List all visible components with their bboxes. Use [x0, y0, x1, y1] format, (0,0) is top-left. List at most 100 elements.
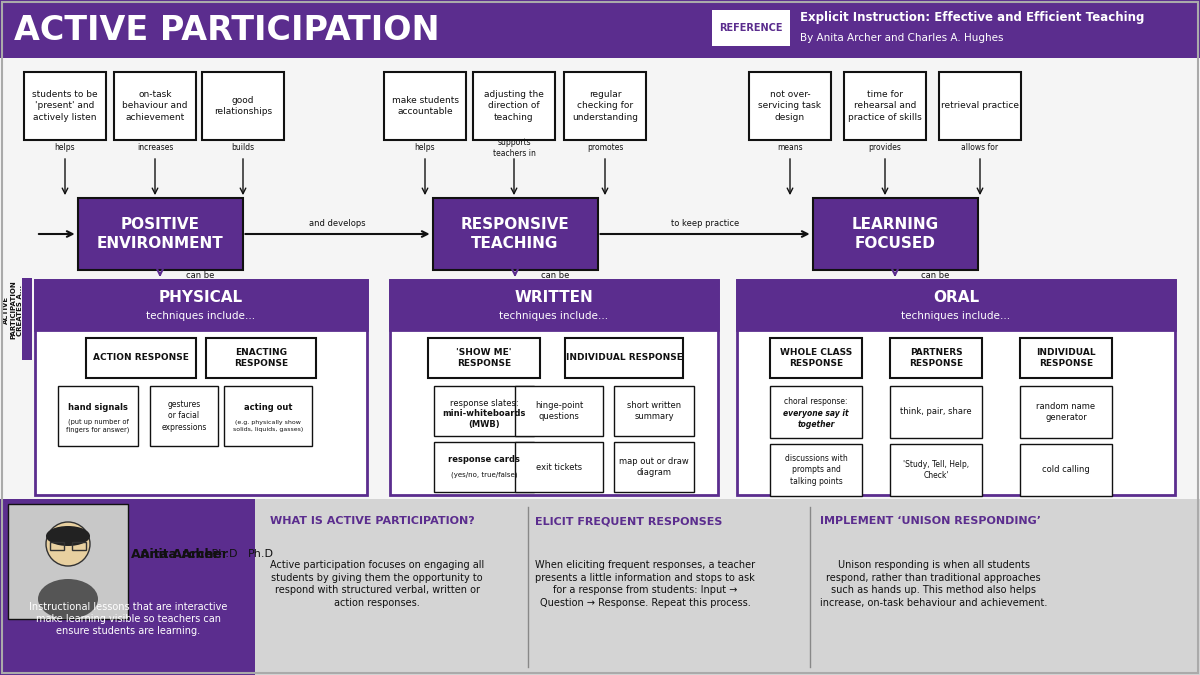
Text: means: means — [778, 144, 803, 153]
Text: By Anita Archer and Charles A. Hughes: By Anita Archer and Charles A. Hughes — [800, 33, 1003, 43]
Bar — [72, 542, 86, 550]
Text: time for
rehearsal and
practice of skills: time for rehearsal and practice of skill… — [848, 90, 922, 122]
Circle shape — [46, 522, 90, 566]
Text: students to be
'present' and
actively listen: students to be 'present' and actively li… — [32, 90, 98, 122]
Bar — [565, 338, 683, 378]
Bar — [614, 442, 694, 492]
Bar — [749, 72, 830, 140]
Bar — [890, 386, 982, 438]
Bar — [0, 0, 1200, 58]
Text: INDIVIDUAL RESPONSE: INDIVIDUAL RESPONSE — [565, 354, 683, 362]
Text: techniques include…: techniques include… — [499, 311, 608, 321]
Bar — [890, 444, 982, 496]
Bar — [22, 278, 32, 360]
Text: everyone say it
together: everyone say it together — [784, 409, 848, 429]
Bar — [770, 386, 862, 438]
Bar — [1020, 338, 1112, 378]
Bar — [35, 280, 367, 330]
Ellipse shape — [46, 526, 90, 546]
Bar — [432, 198, 598, 270]
Bar — [428, 338, 540, 378]
Bar — [515, 386, 604, 436]
Bar — [206, 338, 316, 378]
Text: ORAL: ORAL — [932, 290, 979, 306]
Text: WRITTEN: WRITTEN — [515, 290, 593, 306]
Text: on-task
behaviour and
achievement: on-task behaviour and achievement — [122, 90, 187, 122]
Text: WHAT IS ACTIVE PARTICIPATION?: WHAT IS ACTIVE PARTICIPATION? — [270, 516, 475, 526]
Text: PHYSICAL: PHYSICAL — [158, 290, 244, 306]
Text: supports
teachers in: supports teachers in — [492, 138, 535, 158]
Text: acting out: acting out — [244, 404, 293, 412]
Text: regular
checking for
understanding: regular checking for understanding — [572, 90, 638, 122]
Text: not over-
servicing task
design: not over- servicing task design — [758, 90, 822, 122]
Bar — [812, 198, 978, 270]
Bar — [86, 338, 196, 378]
Text: helps: helps — [415, 144, 436, 153]
Text: think, pair, share: think, pair, share — [900, 408, 972, 416]
Text: PARTNERS
RESPONSE: PARTNERS RESPONSE — [908, 348, 964, 368]
Text: INDIVIDUAL
RESPONSE: INDIVIDUAL RESPONSE — [1036, 348, 1096, 368]
Text: ENACTING
RESPONSE: ENACTING RESPONSE — [234, 348, 288, 368]
Text: random name
generator: random name generator — [1037, 402, 1096, 422]
Text: adjusting the
direction of
teaching: adjusting the direction of teaching — [484, 90, 544, 122]
Text: Unison responding is when all students
respond, rather than traditional approach: Unison responding is when all students r… — [820, 560, 1048, 608]
Bar — [114, 72, 196, 140]
Text: to keep practice: to keep practice — [671, 219, 739, 229]
Text: hand signals: hand signals — [68, 404, 128, 412]
Ellipse shape — [38, 579, 98, 619]
Text: mini-whiteboards
(MWB): mini-whiteboards (MWB) — [443, 409, 526, 429]
Text: exit tickets: exit tickets — [536, 462, 582, 472]
Bar — [224, 386, 312, 446]
Bar — [390, 280, 718, 330]
Bar — [770, 338, 862, 378]
Bar — [737, 280, 1175, 330]
Bar — [614, 386, 694, 436]
Text: 'SHOW ME'
RESPONSE: 'SHOW ME' RESPONSE — [456, 348, 511, 368]
Text: Ph.D: Ph.D — [248, 549, 274, 559]
Text: Ph.D: Ph.D — [208, 549, 238, 559]
Bar — [890, 338, 982, 378]
Bar — [202, 72, 284, 140]
Text: and develops: and develops — [310, 219, 366, 229]
Bar — [390, 280, 718, 495]
Text: ELICIT FREQUENT RESPONSES: ELICIT FREQUENT RESPONSES — [535, 516, 722, 526]
Bar — [1020, 444, 1112, 496]
Text: Active participation focuses on engaging all
students by giving them the opportu: Active participation focuses on engaging… — [270, 560, 485, 608]
Text: choral response:: choral response: — [785, 398, 847, 406]
Bar — [737, 280, 1175, 495]
Text: can be: can be — [186, 271, 214, 279]
Bar — [940, 72, 1021, 140]
Text: Explicit Instruction: Effective and Efficient Teaching: Explicit Instruction: Effective and Effi… — [800, 11, 1145, 24]
Text: retrieval practice: retrieval practice — [941, 101, 1019, 111]
Text: (yes/no, true/false): (yes/no, true/false) — [451, 472, 517, 479]
Bar — [35, 280, 367, 495]
Text: REFERENCE: REFERENCE — [719, 23, 782, 33]
Text: (put up number of
fingers for answer): (put up number of fingers for answer) — [66, 418, 130, 433]
Text: gestures
or facial
expressions: gestures or facial expressions — [161, 400, 206, 431]
Text: RESPONSIVE
TEACHING: RESPONSIVE TEACHING — [461, 217, 569, 251]
Bar — [8, 504, 128, 619]
Bar — [1020, 386, 1112, 438]
Text: ACTIVE PARTICIPATION: ACTIVE PARTICIPATION — [14, 14, 439, 47]
Bar — [0, 499, 1200, 675]
Bar — [844, 72, 926, 140]
Bar — [434, 386, 534, 436]
Text: WHOLE CLASS
RESPONSE: WHOLE CLASS RESPONSE — [780, 348, 852, 368]
Bar — [515, 442, 604, 492]
Text: cold calling: cold calling — [1042, 466, 1090, 475]
Bar — [78, 198, 242, 270]
Text: POSITIVE
ENVIRONMENT: POSITIVE ENVIRONMENT — [97, 217, 223, 251]
Text: response cards: response cards — [448, 454, 520, 464]
Bar — [150, 386, 218, 446]
Text: Anita Archer: Anita Archer — [140, 547, 228, 560]
Bar — [473, 72, 554, 140]
Text: LEARNING
FOCUSED: LEARNING FOCUSED — [852, 217, 938, 251]
Text: make students
accountable: make students accountable — [391, 96, 458, 116]
Bar — [564, 72, 646, 140]
Text: map out or draw
diagram: map out or draw diagram — [619, 457, 689, 477]
Bar — [24, 72, 106, 140]
Text: response slates:: response slates: — [450, 398, 518, 408]
Bar — [384, 72, 466, 140]
Text: IMPLEMENT ‘UNISON RESPONDING’: IMPLEMENT ‘UNISON RESPONDING’ — [820, 516, 1042, 526]
Text: (e.g. physically show
solids, liquids, gasses): (e.g. physically show solids, liquids, g… — [233, 421, 304, 431]
